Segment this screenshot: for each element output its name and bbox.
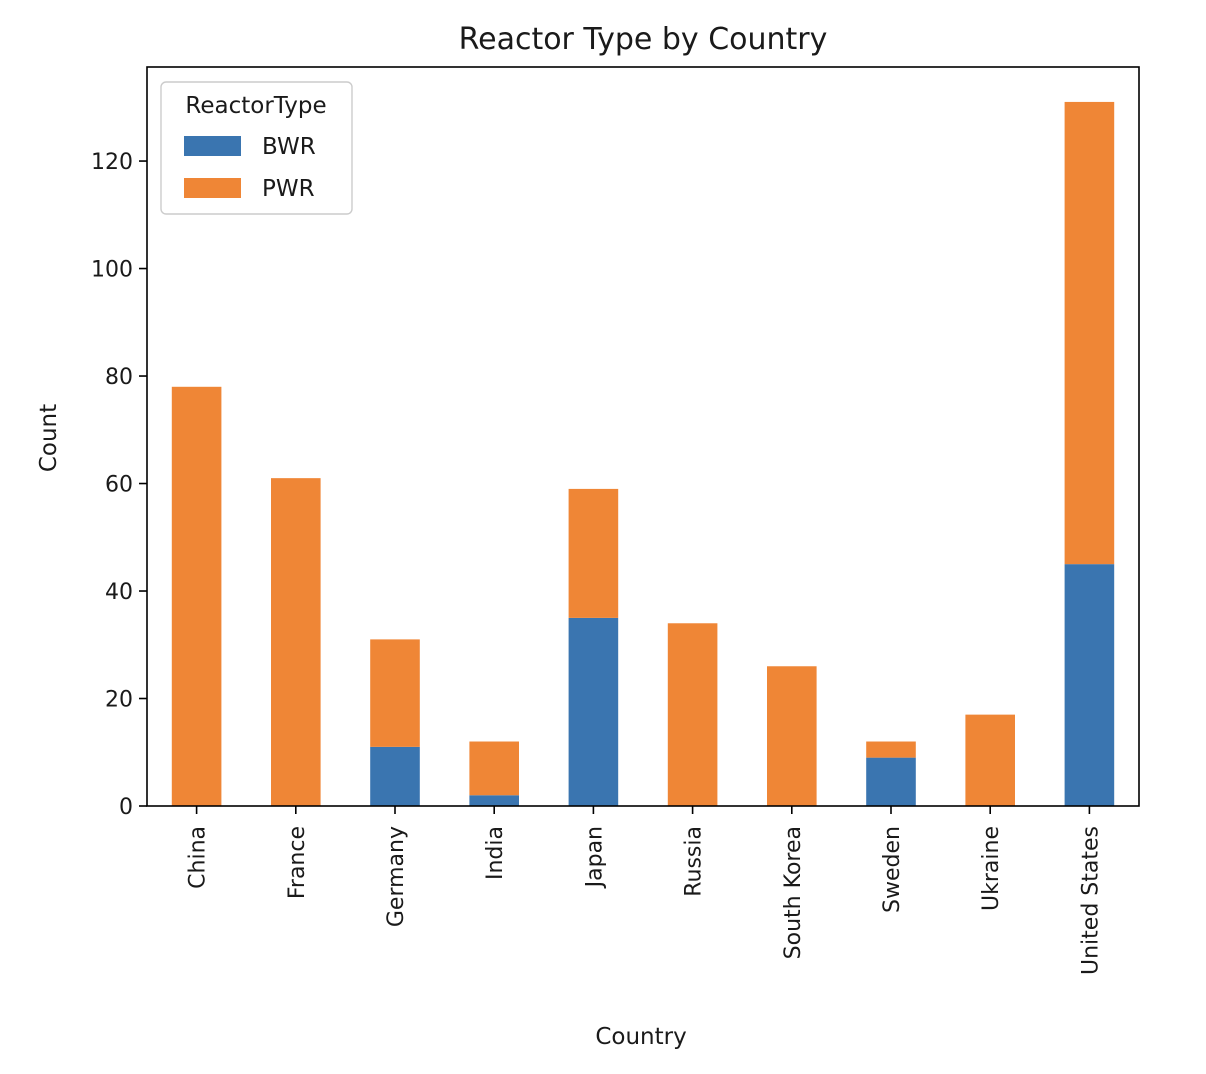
plot-frame — [146, 66, 1140, 807]
bar-bwr-united-states — [1064, 564, 1115, 806]
bar-pwr-japan — [568, 488, 619, 618]
bar-pwr-france — [271, 478, 321, 806]
x-axis: China France Germany India Japan Russia South … — [186, 806, 1103, 975]
bars-layer — [171, 101, 1115, 806]
y-tick-label: 20 — [105, 688, 133, 713]
y-tick-label: 80 — [105, 365, 133, 390]
y-tick-label: 100 — [91, 258, 133, 283]
legend-title: ReactorType — [185, 93, 326, 119]
legend-swatch-bwr — [184, 136, 241, 156]
bar-pwr-south-korea — [767, 666, 817, 806]
legend-items: BWR PWR — [184, 134, 316, 202]
x-tick-label: South Korea — [781, 826, 806, 959]
x-tick-label: France — [285, 826, 310, 899]
y-tick-label: 40 — [105, 580, 133, 605]
x-tick-label: Germany — [384, 826, 409, 927]
y-tick-label: 60 — [105, 473, 133, 498]
y-axis: 0 20 40 60 80 100 120 — [91, 150, 147, 820]
bar-pwr-china — [171, 386, 222, 806]
x-tick-label: Russia — [682, 826, 707, 897]
x-tick-label: India — [483, 826, 508, 880]
legend: ReactorType BWR PWR — [160, 81, 353, 215]
x-tick-label: Japan — [582, 826, 607, 889]
bar-bwr-india — [469, 795, 519, 806]
x-tick-label: Ukraine — [979, 826, 1004, 911]
bar-bwr-germany — [370, 746, 420, 806]
x-tick-label: China — [186, 826, 211, 889]
x-tick-label: Sweden — [880, 826, 905, 913]
bar-pwr-united-states — [1064, 101, 1115, 565]
bar-pwr-sweden — [866, 741, 916, 758]
bar-pwr-india — [469, 741, 519, 796]
y-axis-title: Count — [36, 404, 62, 472]
x-axis-title: Country — [595, 1024, 686, 1050]
bar-pwr-germany — [370, 639, 420, 747]
legend-label-bwr: BWR — [262, 134, 316, 160]
legend-swatch-pwr — [184, 178, 241, 198]
bar-pwr-ukraine — [965, 714, 1015, 806]
x-tick-label: United States — [1078, 826, 1103, 975]
y-tick-label: 0 — [119, 795, 133, 820]
bar-bwr-sweden — [866, 757, 916, 806]
bar-pwr-russia — [667, 623, 718, 806]
bar-bwr-japan — [568, 617, 619, 806]
y-tick-label: 120 — [91, 150, 133, 175]
legend-label-pwr: PWR — [262, 176, 315, 202]
chart-title: Reactor Type by Country — [459, 22, 828, 57]
